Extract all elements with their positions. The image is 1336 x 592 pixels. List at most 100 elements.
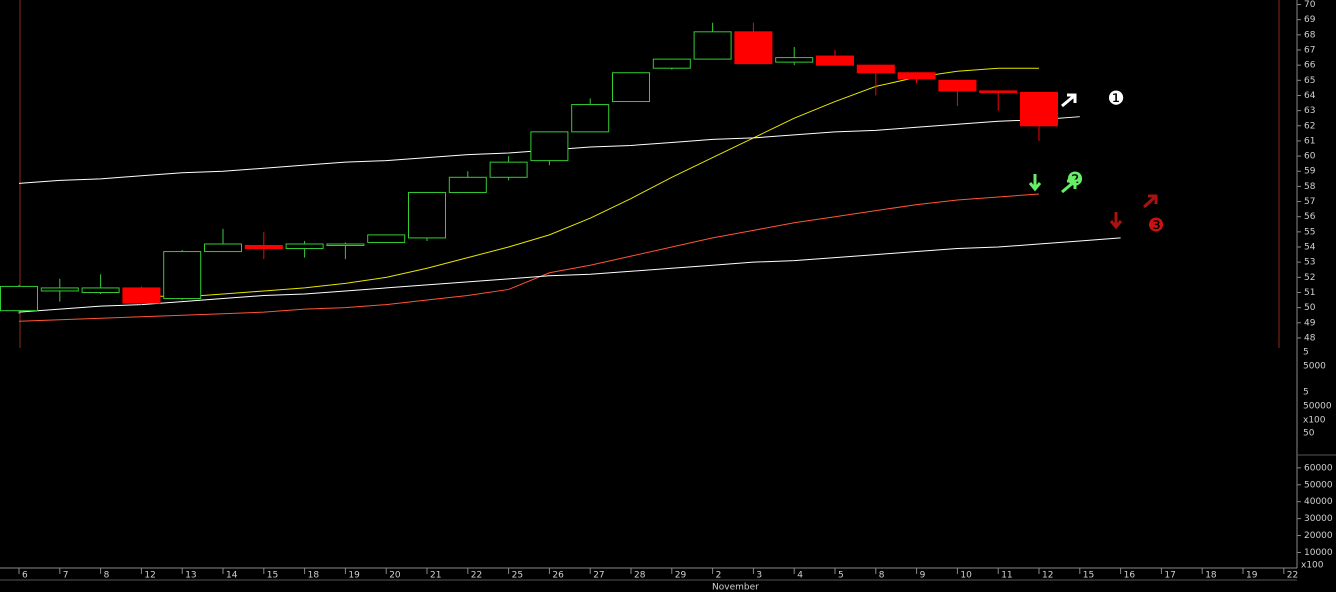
arrows bbox=[1028, 93, 1158, 230]
x-tick-label: 26 bbox=[552, 571, 564, 581]
arrow bbox=[1109, 212, 1123, 230]
y-tick-label: 70 bbox=[1304, 0, 1316, 10]
line-series bbox=[18, 237, 1121, 313]
x-tick-label: 15 bbox=[1083, 571, 1094, 581]
x-tick-label: 15 bbox=[267, 571, 278, 581]
y-tick-label: 66 bbox=[1304, 61, 1316, 71]
candle-body bbox=[285, 243, 324, 250]
y-tick-label: 60 bbox=[1304, 152, 1316, 162]
y-tick-label: 53 bbox=[1304, 258, 1315, 268]
y-tick-label: 55 bbox=[1304, 227, 1315, 237]
x-tick-label: 7 bbox=[63, 571, 69, 581]
panel-label: 5000 bbox=[1303, 362, 1326, 372]
y-tick-label: 10000 bbox=[1304, 548, 1333, 558]
x-tick-label: 6 bbox=[22, 571, 28, 581]
candle-body bbox=[652, 58, 691, 69]
x-tick-label: 22 bbox=[1287, 571, 1298, 581]
arrow bbox=[1142, 194, 1158, 209]
candle-body bbox=[530, 131, 569, 162]
candle-body bbox=[571, 104, 610, 133]
x-tick-label: 18 bbox=[1205, 571, 1217, 581]
y-tick-label: 30000 bbox=[1304, 514, 1333, 524]
x-tick-label: 14 bbox=[226, 571, 238, 581]
y-tick-label: 68 bbox=[1304, 30, 1316, 40]
candle-body bbox=[326, 243, 365, 246]
candle-body bbox=[244, 244, 283, 250]
x-tick-label: 10 bbox=[960, 571, 972, 581]
candle-body bbox=[734, 31, 773, 65]
y-tick-label: 40000 bbox=[1304, 497, 1333, 507]
y-tick-label: 54 bbox=[1304, 243, 1316, 253]
candle-body bbox=[448, 176, 487, 193]
panel-label: x100 bbox=[1303, 416, 1326, 426]
candle-body bbox=[204, 243, 242, 253]
x-tick-label: 20 bbox=[389, 571, 401, 581]
y-tick-label: 67 bbox=[1304, 46, 1315, 56]
x-tick-label: 5 bbox=[838, 571, 844, 581]
y-tick-label: 60000 bbox=[1304, 463, 1333, 473]
y-tick-label: 65 bbox=[1304, 76, 1315, 86]
x-tick-label: 21 bbox=[430, 571, 441, 581]
candle-body bbox=[816, 55, 854, 66]
y-tick-label: 58 bbox=[1304, 182, 1316, 192]
y-tick-label: 48 bbox=[1304, 333, 1316, 343]
y-tick-label: 69 bbox=[1304, 15, 1316, 25]
panel-label: 5 bbox=[1303, 348, 1309, 358]
candle-body bbox=[856, 64, 895, 74]
panel-label: 50 bbox=[1303, 429, 1315, 439]
y-tick-label: 50 bbox=[1304, 303, 1316, 313]
x-tick-label: 11 bbox=[1001, 571, 1012, 581]
candle-body bbox=[122, 287, 161, 304]
x-tick-label: 4 bbox=[797, 571, 803, 581]
candle-body bbox=[0, 285, 38, 312]
y-tick-label: 61 bbox=[1304, 136, 1315, 146]
candle-body bbox=[1020, 91, 1058, 127]
x-tick-label: 17 bbox=[1164, 571, 1175, 581]
line-series bbox=[141, 67, 1039, 298]
y-tick-label: 62 bbox=[1304, 121, 1315, 131]
candle-body bbox=[938, 79, 977, 92]
y-tick-label: 50000 bbox=[1304, 480, 1333, 490]
candle-body bbox=[489, 161, 528, 178]
candle-body bbox=[775, 57, 814, 63]
annotation: ❸ bbox=[1147, 215, 1164, 237]
y-tick-label: 57 bbox=[1304, 197, 1315, 207]
candle-body bbox=[612, 72, 650, 103]
candle-body bbox=[693, 31, 732, 60]
y-tick-label: 51 bbox=[1304, 288, 1315, 298]
x-tick-label: 27 bbox=[593, 571, 604, 581]
month-label: November bbox=[712, 583, 759, 592]
x-tick-label: 22 bbox=[471, 571, 482, 581]
y-tick-label: 64 bbox=[1304, 91, 1316, 101]
arrow bbox=[1061, 179, 1077, 194]
candle-body bbox=[367, 234, 406, 243]
x-tick-label: 18 bbox=[308, 571, 320, 581]
x-tick-label: 16 bbox=[1124, 571, 1136, 581]
candle-body bbox=[81, 287, 120, 293]
annotation: ❶ bbox=[1107, 88, 1124, 110]
x-tick-label: 8 bbox=[879, 571, 885, 581]
x-tick-label: 29 bbox=[675, 571, 687, 581]
candle-body bbox=[163, 251, 202, 300]
y-tick-label: 56 bbox=[1304, 212, 1316, 222]
panel-label: 5 bbox=[1303, 388, 1309, 398]
x-tick-label: 12 bbox=[144, 571, 155, 581]
x-tick-label: 13 bbox=[185, 571, 196, 581]
x-tick-label: 8 bbox=[104, 571, 110, 581]
unit-label: x100 bbox=[1301, 561, 1324, 571]
candle-body bbox=[979, 90, 1018, 93]
y-tick-label: 49 bbox=[1304, 318, 1316, 328]
x-tick-label: 28 bbox=[634, 571, 646, 581]
x-tick-label: 19 bbox=[1246, 571, 1258, 581]
y-tick-label: 52 bbox=[1304, 273, 1315, 283]
arrow bbox=[1028, 174, 1042, 192]
x-tick-label: 9 bbox=[920, 571, 926, 581]
x-tick-label: 2 bbox=[716, 571, 722, 581]
candle-body bbox=[408, 191, 446, 239]
x-tick-label: 12 bbox=[1042, 571, 1053, 581]
x-tick-label: 3 bbox=[756, 571, 762, 581]
annotation: ❷ bbox=[1066, 169, 1083, 191]
arrow bbox=[1061, 93, 1077, 108]
